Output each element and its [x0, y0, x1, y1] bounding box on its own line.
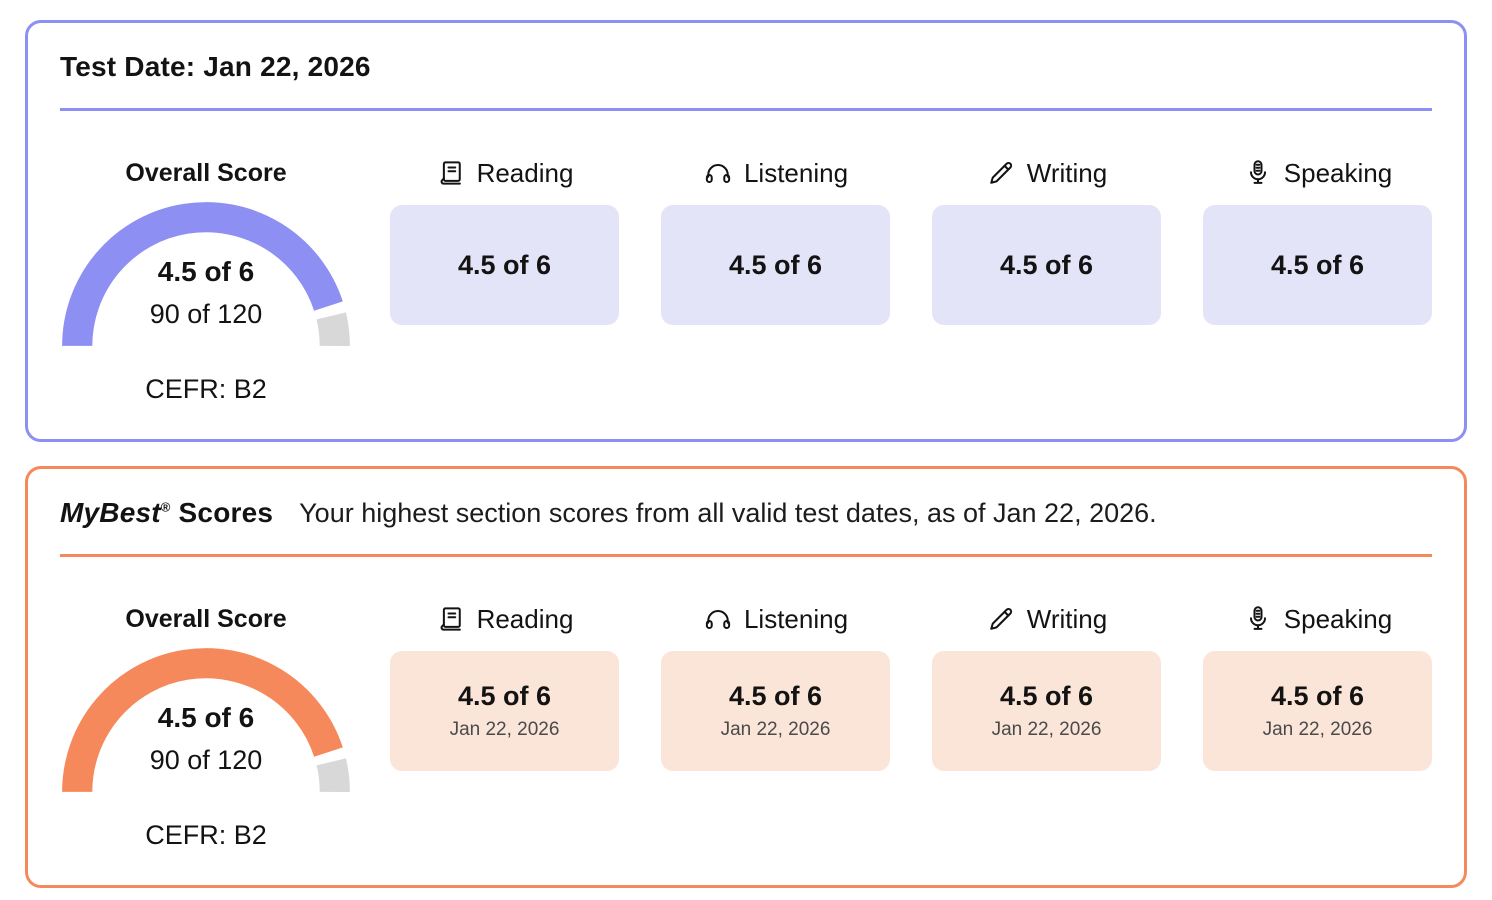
pencil-icon	[986, 158, 1016, 188]
section-header-listening: Listening	[661, 155, 890, 191]
section-header-writing: Writing	[932, 155, 1161, 191]
overall-score-panel: Overall Score 4.5 of 6 90 of 120 CEFR: B…	[60, 601, 352, 851]
section-header-reading: Reading	[390, 155, 619, 191]
test-date-header: Test Date: Jan 22, 2026	[60, 51, 1432, 87]
book-icon	[436, 604, 466, 634]
score-box-speaking: 4.5 of 6 Jan 22, 2026	[1203, 651, 1432, 771]
gauge-track-arc	[316, 312, 350, 347]
gauge-fill-arc	[62, 648, 343, 793]
orange-divider	[60, 554, 1432, 557]
section-label: Speaking	[1283, 157, 1393, 188]
overall-score-gauge: 4.5 of 6 90 of 120	[60, 643, 352, 804]
score-box-listening: 4.5 of 6	[661, 205, 890, 325]
mybest-score-card: MyBest® Scores Your highest section scor…	[25, 466, 1467, 888]
mybest-subtitle: Your highest section scores from all val…	[299, 498, 1157, 528]
mybest-header: MyBest® Scores Your highest section scor…	[60, 497, 1432, 533]
section-score: 4.5 of 6	[999, 249, 1094, 280]
gauge-arc	[62, 648, 350, 793]
section-header-speaking: Speaking	[1203, 601, 1432, 637]
section-scores: Reading 4.5 of 6 Listening 4.5 of 6	[390, 155, 1432, 405]
section-listening: Listening 4.5 of 6 Jan 22, 2026	[661, 601, 890, 851]
score-box-reading: 4.5 of 6	[390, 205, 619, 325]
overall-band-score: 4.5 of 6	[157, 702, 255, 733]
section-header-reading: Reading	[390, 601, 619, 637]
mybest-title: MyBest® Scores	[60, 497, 273, 529]
mybest-content: Overall Score 4.5 of 6 90 of 120 CEFR: B…	[60, 601, 1432, 851]
test-date-content: Overall Score 4.5 of 6 90 of 120 CEFR: B…	[60, 155, 1432, 405]
section-label: Reading	[476, 603, 574, 634]
section-score: 4.5 of 6	[728, 681, 823, 711]
score-box-writing: 4.5 of 6 Jan 22, 2026	[932, 651, 1161, 771]
section-score: 4.5 of 6	[457, 681, 552, 711]
test-date-score-card: Test Date: Jan 22, 2026 Overall Score 4.…	[25, 20, 1467, 442]
gauge-track-arc	[316, 758, 350, 793]
pencil-icon	[986, 604, 1016, 634]
mybest-brand: MyBest	[60, 497, 161, 528]
gauge-arc	[62, 202, 350, 347]
section-speaking: Speaking 4.5 of 6	[1203, 155, 1432, 405]
registered-mark: ®	[160, 499, 171, 515]
gauge-fill-arc	[62, 202, 343, 347]
section-score-date: Jan 22, 2026	[449, 719, 560, 740]
section-reading: Reading 4.5 of 6 Jan 22, 2026	[390, 601, 619, 851]
book-icon	[436, 158, 466, 188]
section-label: Reading	[476, 157, 574, 188]
section-label: Speaking	[1283, 603, 1393, 634]
section-label: Writing	[1026, 157, 1108, 188]
section-score-date: Jan 22, 2026	[720, 719, 831, 740]
section-header-writing: Writing	[932, 601, 1161, 637]
overall-score-panel: Overall Score 4.5 of 6 90 of 120 CEFR: B…	[60, 155, 352, 405]
test-date-title: Test Date: Jan 22, 2026	[60, 51, 371, 82]
section-header-listening: Listening	[661, 601, 890, 637]
section-writing: Writing 4.5 of 6 Jan 22, 2026	[932, 601, 1161, 851]
score-box-reading: 4.5 of 6 Jan 22, 2026	[390, 651, 619, 771]
microphone-icon	[1243, 604, 1273, 634]
headphones-icon	[703, 158, 733, 188]
section-speaking: Speaking 4.5 of 6 Jan 22, 2026	[1203, 601, 1432, 851]
cefr-level: CEFR: B2	[145, 374, 267, 404]
section-writing: Writing 4.5 of 6	[932, 155, 1161, 405]
section-score: 4.5 of 6	[728, 249, 823, 280]
score-box-writing: 4.5 of 6	[932, 205, 1161, 325]
section-score: 4.5 of 6	[999, 681, 1094, 711]
microphone-icon	[1243, 158, 1273, 188]
score-box-speaking: 4.5 of 6	[1203, 205, 1432, 325]
purple-divider	[60, 108, 1432, 111]
cefr-level: CEFR: B2	[145, 820, 267, 850]
section-label: Listening	[743, 603, 849, 634]
section-score: 4.5 of 6	[1270, 249, 1365, 280]
section-score: 4.5 of 6	[457, 249, 552, 280]
overall-band-score: 4.5 of 6	[157, 256, 255, 287]
section-scores: Reading 4.5 of 6 Jan 22, 2026 Listening …	[390, 601, 1432, 851]
overall-score-gauge: 4.5 of 6 90 of 120	[60, 197, 352, 358]
section-score: 4.5 of 6	[1270, 681, 1365, 711]
overall-score-label: Overall Score	[125, 604, 287, 633]
score-box-listening: 4.5 of 6 Jan 22, 2026	[661, 651, 890, 771]
section-label: Listening	[743, 157, 849, 188]
section-listening: Listening 4.5 of 6	[661, 155, 890, 405]
mybest-title-rest: Scores	[170, 497, 274, 528]
section-score-date: Jan 22, 2026	[1262, 719, 1373, 740]
section-reading: Reading 4.5 of 6	[390, 155, 619, 405]
overall-scaled-score: 90 of 120	[149, 299, 263, 329]
headphones-icon	[703, 604, 733, 634]
overall-score-label: Overall Score	[125, 158, 287, 187]
section-header-speaking: Speaking	[1203, 155, 1432, 191]
overall-scaled-score: 90 of 120	[149, 745, 263, 775]
section-label: Writing	[1026, 603, 1108, 634]
section-score-date: Jan 22, 2026	[991, 719, 1102, 740]
